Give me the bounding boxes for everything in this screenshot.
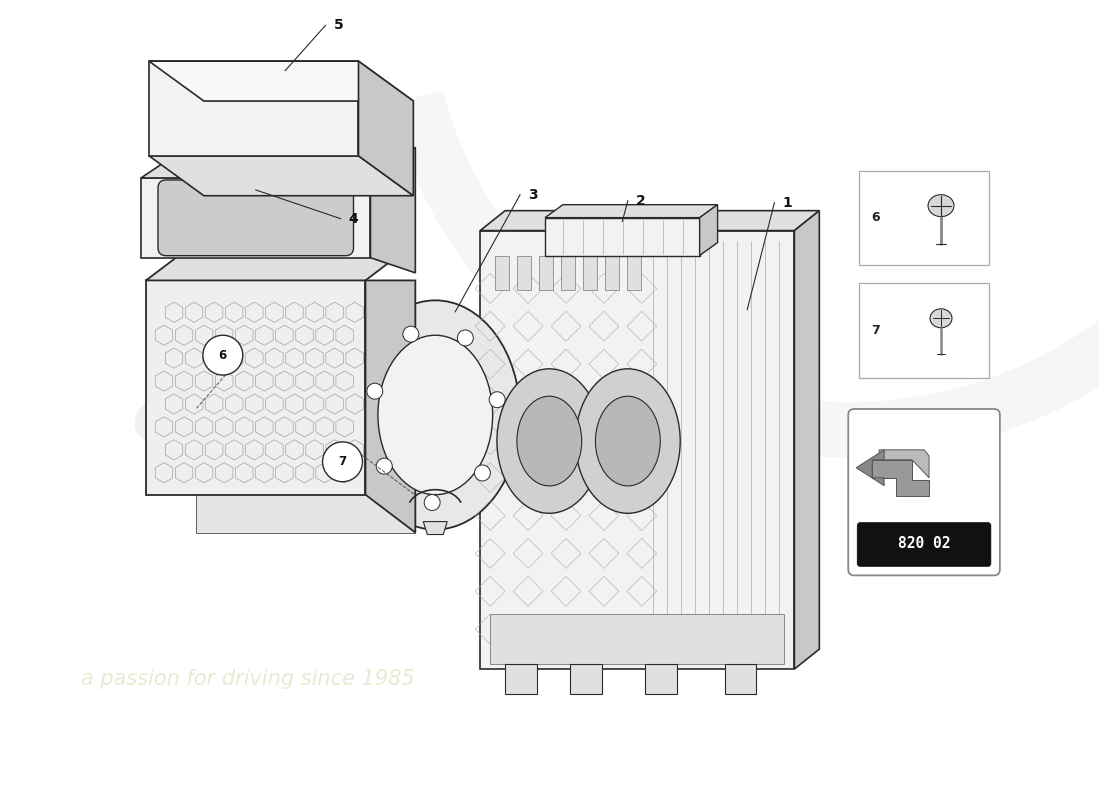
Polygon shape xyxy=(146,242,416,281)
Circle shape xyxy=(376,458,393,474)
Polygon shape xyxy=(794,210,820,669)
Polygon shape xyxy=(148,61,359,156)
FancyBboxPatch shape xyxy=(857,522,991,566)
Circle shape xyxy=(366,383,383,399)
Polygon shape xyxy=(859,283,989,378)
Polygon shape xyxy=(859,170,989,266)
Polygon shape xyxy=(495,255,509,290)
Polygon shape xyxy=(583,255,597,290)
Text: eurospares: eurospares xyxy=(131,383,605,457)
Polygon shape xyxy=(148,61,414,101)
Polygon shape xyxy=(141,148,416,178)
Polygon shape xyxy=(141,178,371,258)
Polygon shape xyxy=(481,230,794,669)
Polygon shape xyxy=(544,218,700,255)
Polygon shape xyxy=(627,255,641,290)
Ellipse shape xyxy=(928,194,954,217)
Circle shape xyxy=(458,330,473,346)
Circle shape xyxy=(202,335,243,375)
Polygon shape xyxy=(196,318,416,533)
Polygon shape xyxy=(505,210,820,649)
Text: 7: 7 xyxy=(339,455,346,468)
Text: a passion for driving since 1985: a passion for driving since 1985 xyxy=(81,669,415,689)
Polygon shape xyxy=(365,281,416,533)
Circle shape xyxy=(403,326,419,342)
Polygon shape xyxy=(539,255,553,290)
Circle shape xyxy=(490,392,505,408)
Polygon shape xyxy=(725,664,757,694)
Text: 1: 1 xyxy=(782,196,792,210)
Polygon shape xyxy=(517,255,531,290)
Polygon shape xyxy=(481,210,820,230)
Text: 5: 5 xyxy=(333,18,343,32)
Polygon shape xyxy=(371,148,416,273)
Polygon shape xyxy=(359,61,414,196)
Polygon shape xyxy=(700,205,717,255)
Polygon shape xyxy=(505,664,537,694)
Circle shape xyxy=(322,442,363,482)
Ellipse shape xyxy=(497,369,602,514)
Polygon shape xyxy=(491,614,784,664)
Text: 3: 3 xyxy=(528,188,538,202)
FancyBboxPatch shape xyxy=(158,180,353,256)
Ellipse shape xyxy=(595,396,660,486)
Text: 2: 2 xyxy=(636,194,646,208)
Polygon shape xyxy=(148,156,414,196)
Ellipse shape xyxy=(517,396,582,486)
Ellipse shape xyxy=(930,309,952,328)
Polygon shape xyxy=(570,664,602,694)
Polygon shape xyxy=(544,205,717,218)
Polygon shape xyxy=(146,281,365,494)
Text: 6: 6 xyxy=(871,211,880,224)
Text: 7: 7 xyxy=(871,324,880,337)
Text: 6: 6 xyxy=(219,349,227,362)
Circle shape xyxy=(425,494,440,510)
Polygon shape xyxy=(424,522,448,534)
Polygon shape xyxy=(605,255,619,290)
Circle shape xyxy=(474,465,491,481)
Polygon shape xyxy=(872,460,930,496)
Text: 820 02: 820 02 xyxy=(898,536,950,551)
Ellipse shape xyxy=(378,335,493,494)
Polygon shape xyxy=(645,664,676,694)
Text: 4: 4 xyxy=(349,212,359,226)
Polygon shape xyxy=(561,255,575,290)
Ellipse shape xyxy=(575,369,680,514)
Ellipse shape xyxy=(351,300,520,530)
Polygon shape xyxy=(856,450,884,486)
FancyBboxPatch shape xyxy=(848,409,1000,575)
Polygon shape xyxy=(879,450,930,478)
